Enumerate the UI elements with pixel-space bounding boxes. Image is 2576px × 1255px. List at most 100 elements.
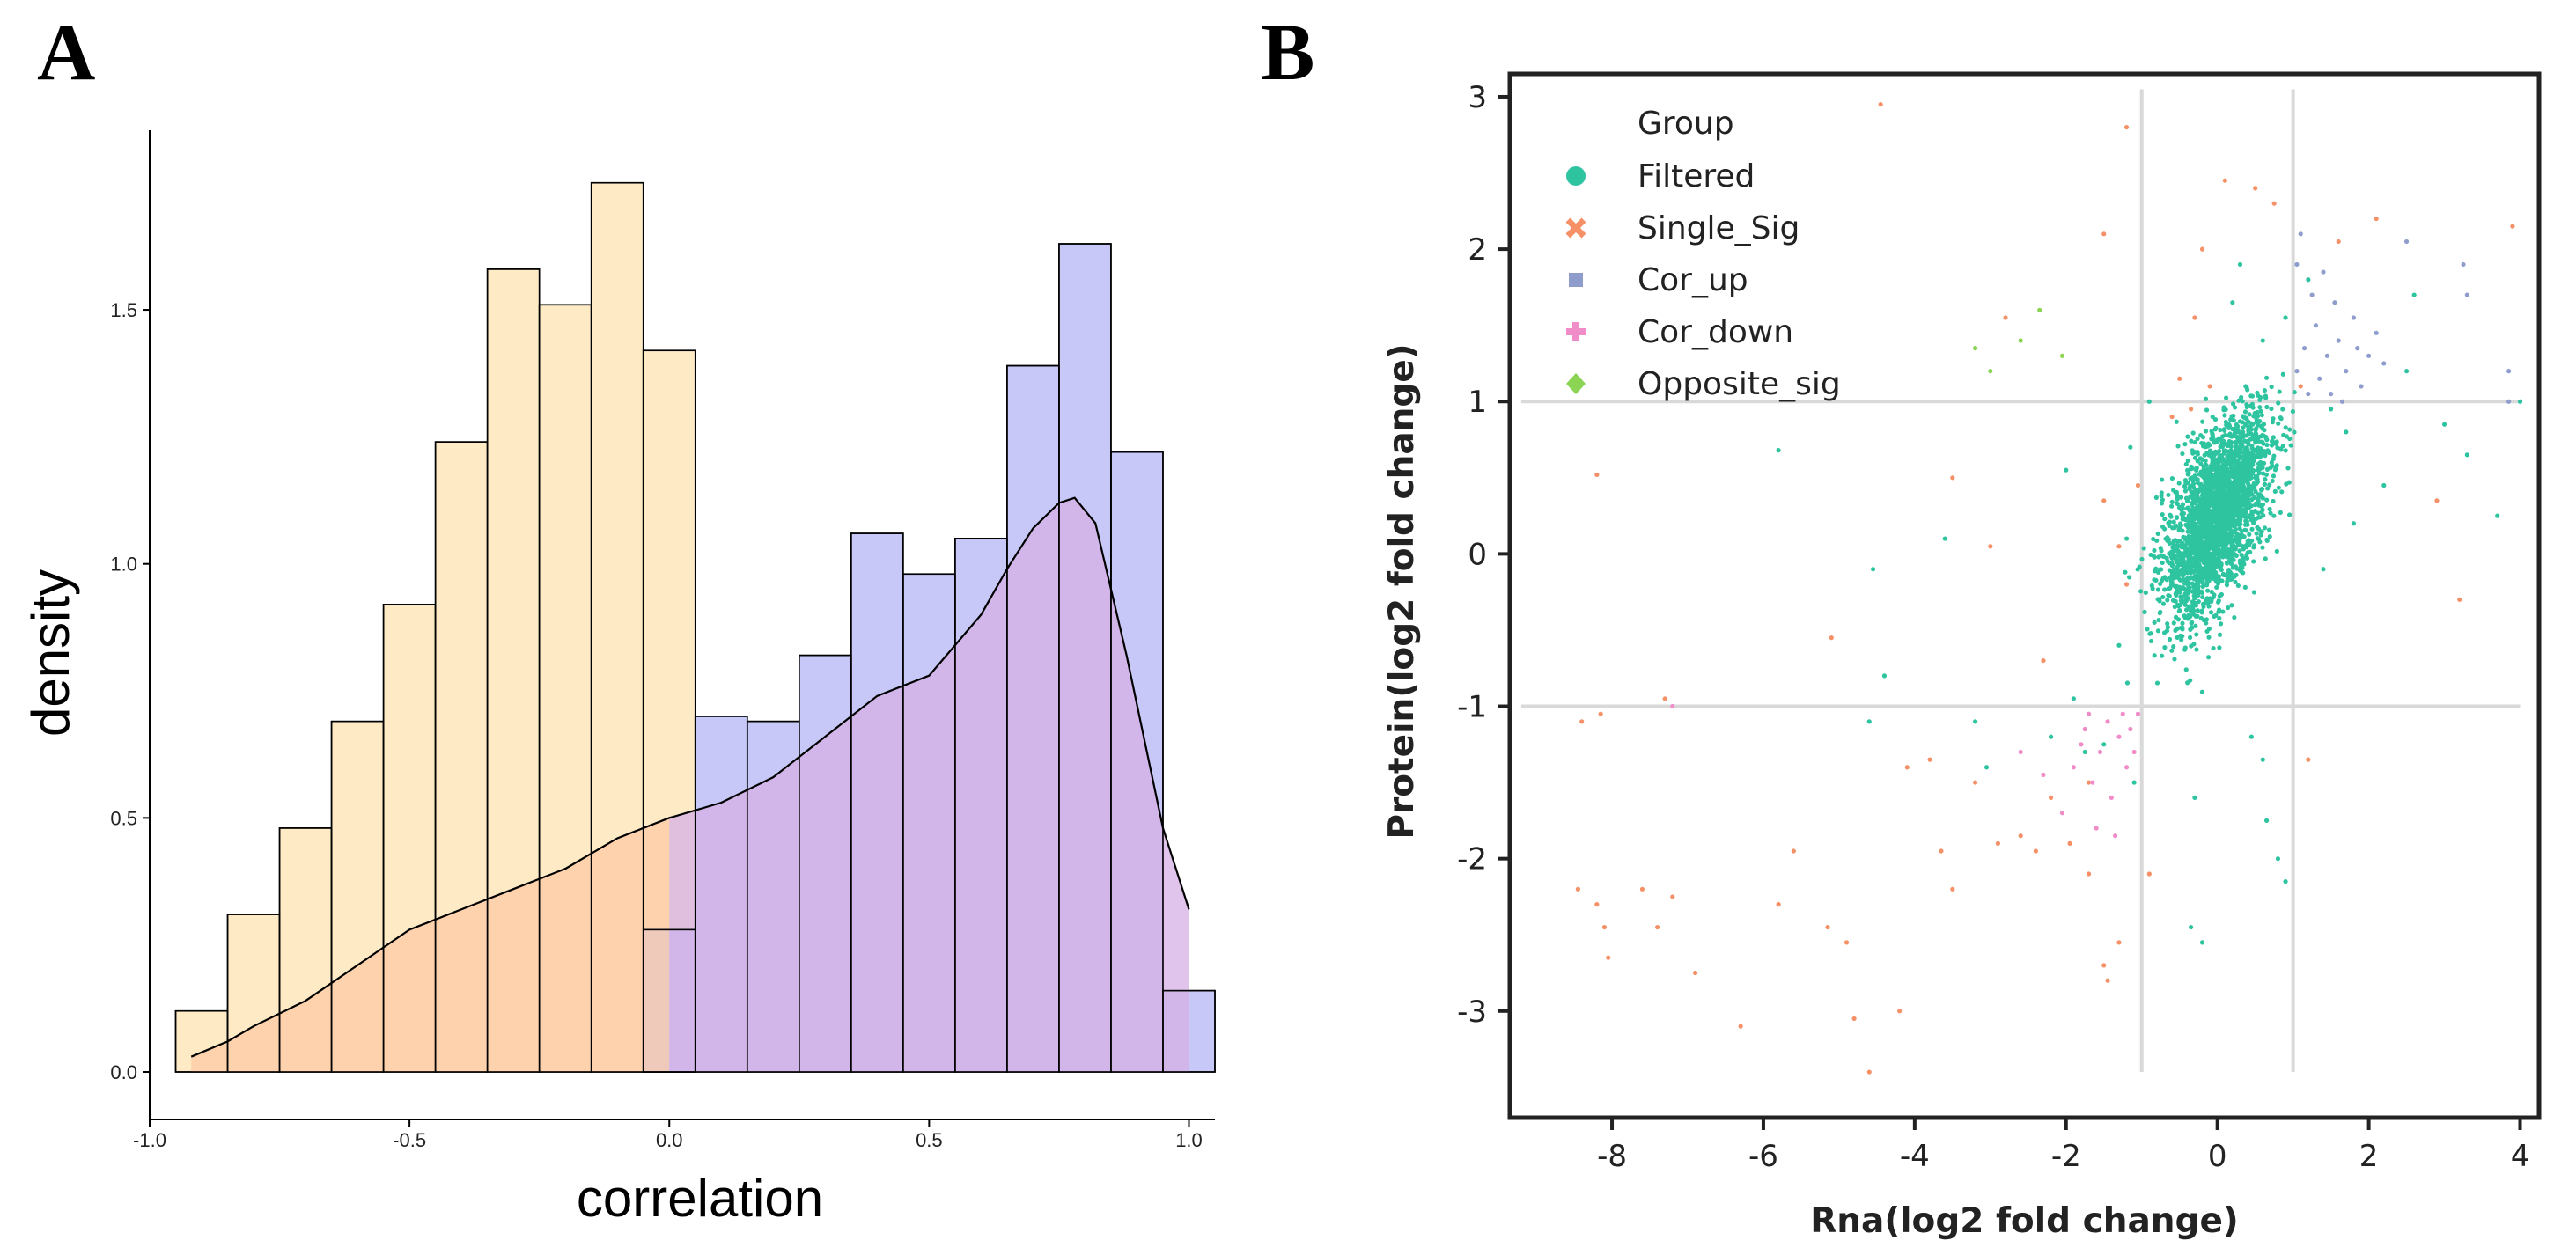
- scatter-point: [2260, 471, 2266, 476]
- scatter-point: [2193, 603, 2199, 608]
- scatter-point: [2167, 561, 2172, 566]
- scatter-point: [2237, 518, 2243, 524]
- scatter-point: [2241, 495, 2247, 500]
- scatter-point: [2217, 593, 2222, 598]
- scatter-point: [2205, 498, 2212, 503]
- scatter-point: [2229, 539, 2234, 545]
- scatter-point: [2195, 586, 2201, 591]
- scatter-point: [2238, 446, 2243, 451]
- scatter-point: [2203, 396, 2209, 401]
- scatter-point: [2212, 416, 2219, 422]
- scatter-point: [2195, 450, 2200, 455]
- scatter-point: [2184, 505, 2190, 511]
- scatter-point: [2213, 560, 2219, 565]
- scatter-point: [2159, 490, 2164, 495]
- scatter-point: [2267, 482, 2272, 488]
- scatter-point: [2464, 452, 2469, 458]
- scatter-point: [2041, 657, 2046, 664]
- scatter-point: [2252, 495, 2257, 500]
- scatter-point: [2179, 545, 2184, 550]
- threshold-lines: [1520, 89, 2521, 1073]
- scatter-point: [2193, 582, 2198, 588]
- scatter-point: [2249, 422, 2255, 427]
- scatter-point: [2247, 538, 2252, 543]
- scatter-point: [2101, 231, 2107, 237]
- scatter-point: [2228, 511, 2234, 517]
- scatter-point: [2189, 484, 2194, 489]
- scatter-point: [2169, 503, 2175, 509]
- scatter-point: [2191, 576, 2197, 581]
- scatter-point: [2229, 603, 2234, 608]
- scatter-point: [2174, 548, 2180, 554]
- scatter-point: [2160, 594, 2166, 600]
- scatter-point: [2086, 780, 2092, 785]
- scatter-point: [2200, 444, 2206, 449]
- scatter-point: [2255, 479, 2261, 485]
- scatter-point: [2155, 628, 2161, 634]
- x-tick-label: -8: [1597, 1139, 1627, 1174]
- scatter-point: [2213, 539, 2219, 545]
- scatter-point: [2224, 561, 2230, 566]
- scatter-point: [2175, 617, 2182, 622]
- scatter-point: [2176, 481, 2182, 486]
- scatter-point: [2201, 583, 2206, 588]
- scatter-point: [2233, 579, 2238, 585]
- scatter-point: [2199, 473, 2204, 478]
- scatter-point: [2216, 609, 2221, 614]
- x-tick-label: -4: [1900, 1139, 1930, 1174]
- legend-label: Cor_down: [1638, 314, 1793, 350]
- scatter-point: [2248, 437, 2254, 442]
- scatter-point: [2174, 419, 2179, 424]
- scatter-point: [2171, 541, 2176, 547]
- scatter-point: [2246, 441, 2251, 447]
- scatter-point: [2175, 635, 2180, 641]
- scatter-point: [2317, 376, 2322, 381]
- scatter-point: [2131, 749, 2137, 755]
- panel-a-ticks: -1.0 -0.5 0.0 0.5 1.0 0.0 0.5 1.0 1.5: [110, 299, 1202, 1151]
- scatter-point: [2161, 630, 2168, 635]
- scatter-point: [2242, 522, 2248, 527]
- scatter-point: [2059, 811, 2065, 816]
- panel-b-frame: [1507, 71, 2542, 1120]
- scatter-point: [2175, 515, 2180, 520]
- scatter-point: [2288, 443, 2293, 448]
- x-tick-label: -6: [1748, 1139, 1778, 1174]
- scatter-point: [2209, 489, 2214, 495]
- scatter-point: [2159, 501, 2165, 506]
- scatter-point: [1942, 536, 1947, 541]
- scatter-point: [2199, 940, 2205, 945]
- scatter-point: [1662, 696, 1667, 701]
- scatter-point: [2160, 560, 2165, 566]
- scatter-point: [1866, 1069, 1872, 1075]
- scatter-point: [2271, 453, 2277, 459]
- scatter-point: [2179, 567, 2184, 572]
- scatter-point: [2168, 585, 2173, 591]
- scatter-point: [2048, 734, 2054, 739]
- density-curve: [174, 181, 1216, 1073]
- scatter-point: [2220, 510, 2226, 516]
- scatter-point: [2135, 711, 2141, 716]
- scatter-point: [2199, 457, 2205, 462]
- scatter-point: [2203, 503, 2208, 508]
- scatter-point: [2258, 394, 2263, 400]
- scatter-point: [1897, 1009, 1903, 1014]
- scatter-point: [2086, 711, 2092, 716]
- scatter-point: [2183, 598, 2189, 603]
- scatter-point: [2194, 467, 2199, 473]
- scatter-point: [2224, 549, 2229, 554]
- scatter-point: [2182, 613, 2187, 619]
- scatter-point: [1598, 711, 1603, 716]
- scatter-point: [2059, 353, 2065, 358]
- scatter-point: [2244, 528, 2249, 533]
- scatter-point: [2245, 492, 2250, 497]
- scatter-point: [1904, 765, 1910, 770]
- scatter-point: [2213, 479, 2219, 485]
- scatter-point: [2271, 513, 2277, 518]
- scatter-point: [2194, 505, 2199, 510]
- scatter-point: [2244, 446, 2249, 451]
- scatter-point: [2244, 457, 2249, 462]
- scatter-point: [2169, 499, 2175, 504]
- scatter-point: [2253, 503, 2258, 508]
- scatter-point: [2152, 577, 2157, 583]
- scatter-point: [2182, 562, 2187, 568]
